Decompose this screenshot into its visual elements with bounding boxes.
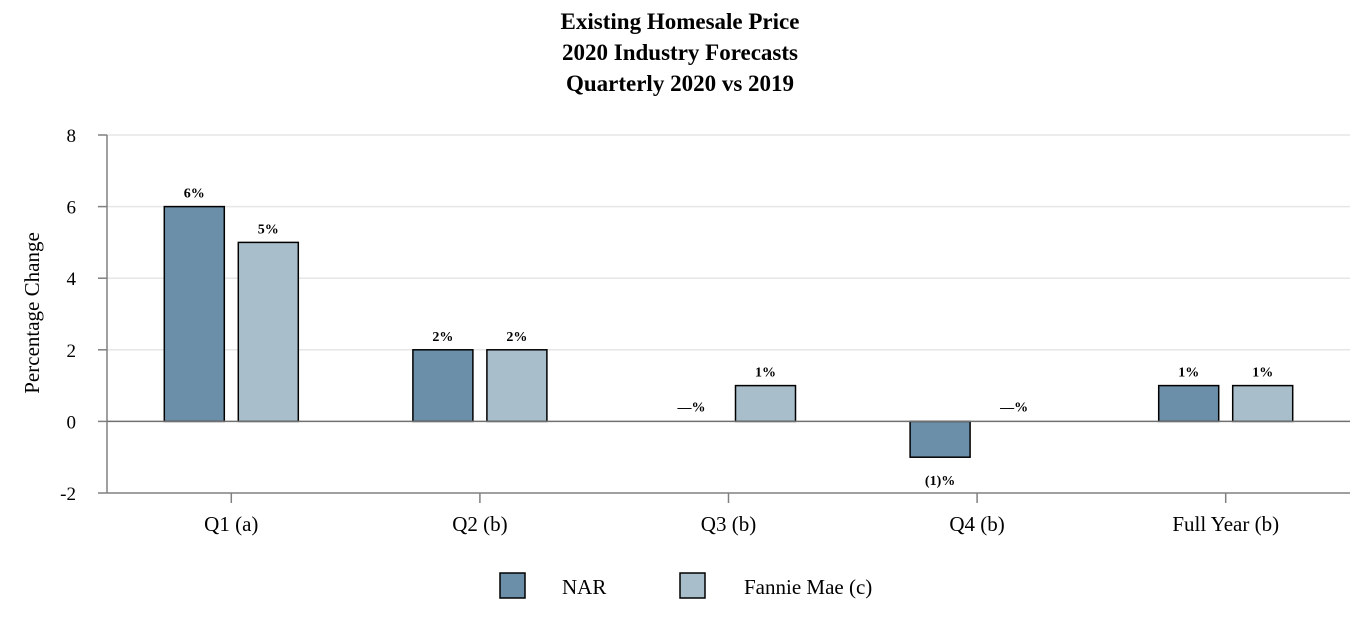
axes: -2 0 2 4 6 8 Q1 (a) Q2 (b) Q3 (b) Q4 (b) Full Year… <box>60 126 1350 536</box>
y-tick-label: 8 <box>67 126 77 147</box>
x-tick-label: Q4 (b) <box>949 512 1004 536</box>
bar <box>163 205 226 423</box>
legend-swatch <box>679 572 706 599</box>
bar <box>1231 384 1294 423</box>
data-label: 6% <box>184 187 205 202</box>
x-tick-label: Q3 (b) <box>701 512 756 536</box>
y-axis-label: Percentage Change <box>20 232 44 394</box>
data-label: 5% <box>258 222 279 237</box>
y-tick-label: 6 <box>67 198 77 219</box>
bar <box>486 349 548 423</box>
x-tick-label: Full Year (b) <box>1172 512 1279 536</box>
data-label: —% <box>677 400 706 415</box>
legend: NAR Fannie Mae (c) <box>499 572 872 599</box>
data-labels: 6% 5% 2% 2% —% 1% (1)% —% 1% 1% <box>184 187 1273 490</box>
data-label: 1% <box>755 366 776 381</box>
chart-title: Existing Homesale Price 2020 Industry Fo… <box>0 6 1360 99</box>
y-tick-label: 4 <box>67 269 77 290</box>
y-tick-label: 0 <box>67 412 77 433</box>
bar <box>909 420 971 458</box>
legend-label: Fannie Mae (c) <box>744 575 872 599</box>
chart-title-line-3: Quarterly 2020 vs 2019 <box>565 71 795 96</box>
gridlines <box>107 134 1350 351</box>
chart-title-line-1: Existing Homesale Price <box>560 9 800 34</box>
data-label: (1)% <box>925 474 955 489</box>
data-label: —% <box>999 400 1028 415</box>
data-label: 2% <box>432 330 453 345</box>
x-tick-label: Q2 (b) <box>452 512 507 536</box>
x-tick-label: Q1 (a) <box>204 512 258 536</box>
data-label: 1% <box>1252 366 1273 381</box>
bar <box>237 241 300 423</box>
bar <box>734 384 797 423</box>
bar <box>1157 384 1220 423</box>
bars <box>163 205 1294 458</box>
data-label: 1% <box>1178 366 1199 381</box>
legend-label: NAR <box>562 575 606 599</box>
y-tick-label: 2 <box>67 341 77 362</box>
y-tick-label: -2 <box>60 484 76 505</box>
data-label: 2% <box>506 330 527 345</box>
bar <box>412 349 474 423</box>
legend-swatch <box>499 572 526 599</box>
chart-title-line-2: 2020 Industry Forecasts <box>562 40 798 65</box>
